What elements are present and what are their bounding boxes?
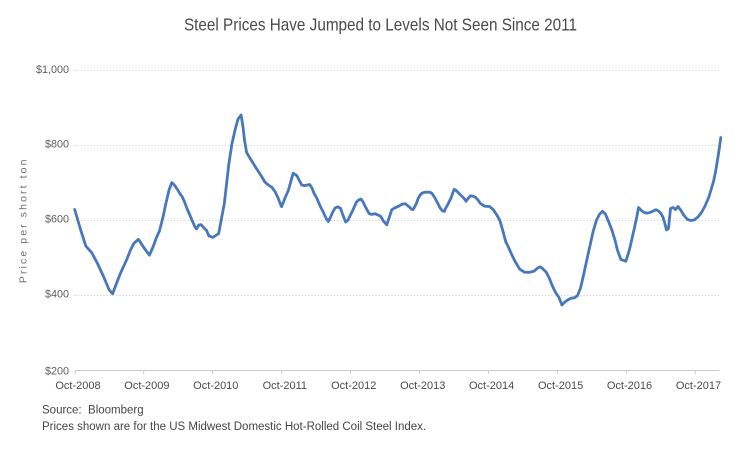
svg-text:Steel Prices Have Jumped to Le: Steel Prices Have Jumped to Levels Not S…	[184, 14, 577, 34]
svg-text:Prices shown are for the US Mi: Prices shown are for the US Midwest Dome…	[42, 421, 426, 433]
svg-text:Source: Bloomberg: Source: Bloomberg	[42, 404, 144, 416]
svg-text:$1,000: $1,000	[36, 64, 69, 76]
svg-text:$800: $800	[45, 139, 69, 151]
svg-text:$200: $200	[45, 365, 69, 377]
svg-text:$400: $400	[45, 289, 69, 301]
svg-text:Oct-2014: Oct-2014	[469, 380, 514, 392]
svg-text:Oct-2008: Oct-2008	[55, 380, 100, 392]
svg-text:Oct-2016: Oct-2016	[607, 380, 652, 392]
svg-text:Oct-2015: Oct-2015	[538, 380, 583, 392]
svg-text:$600: $600	[45, 214, 69, 226]
svg-text:Oct-2010: Oct-2010	[193, 380, 238, 392]
svg-text:Oct-2012: Oct-2012	[331, 380, 376, 392]
svg-text:Oct-2011: Oct-2011	[263, 380, 307, 392]
svg-text:Oct-2009: Oct-2009	[124, 380, 169, 392]
svg-text:Oct-2017: Oct-2017	[676, 380, 721, 392]
svg-text:Price per short ton: Price per short ton	[18, 157, 30, 283]
svg-text:Oct-2013: Oct-2013	[400, 380, 445, 392]
